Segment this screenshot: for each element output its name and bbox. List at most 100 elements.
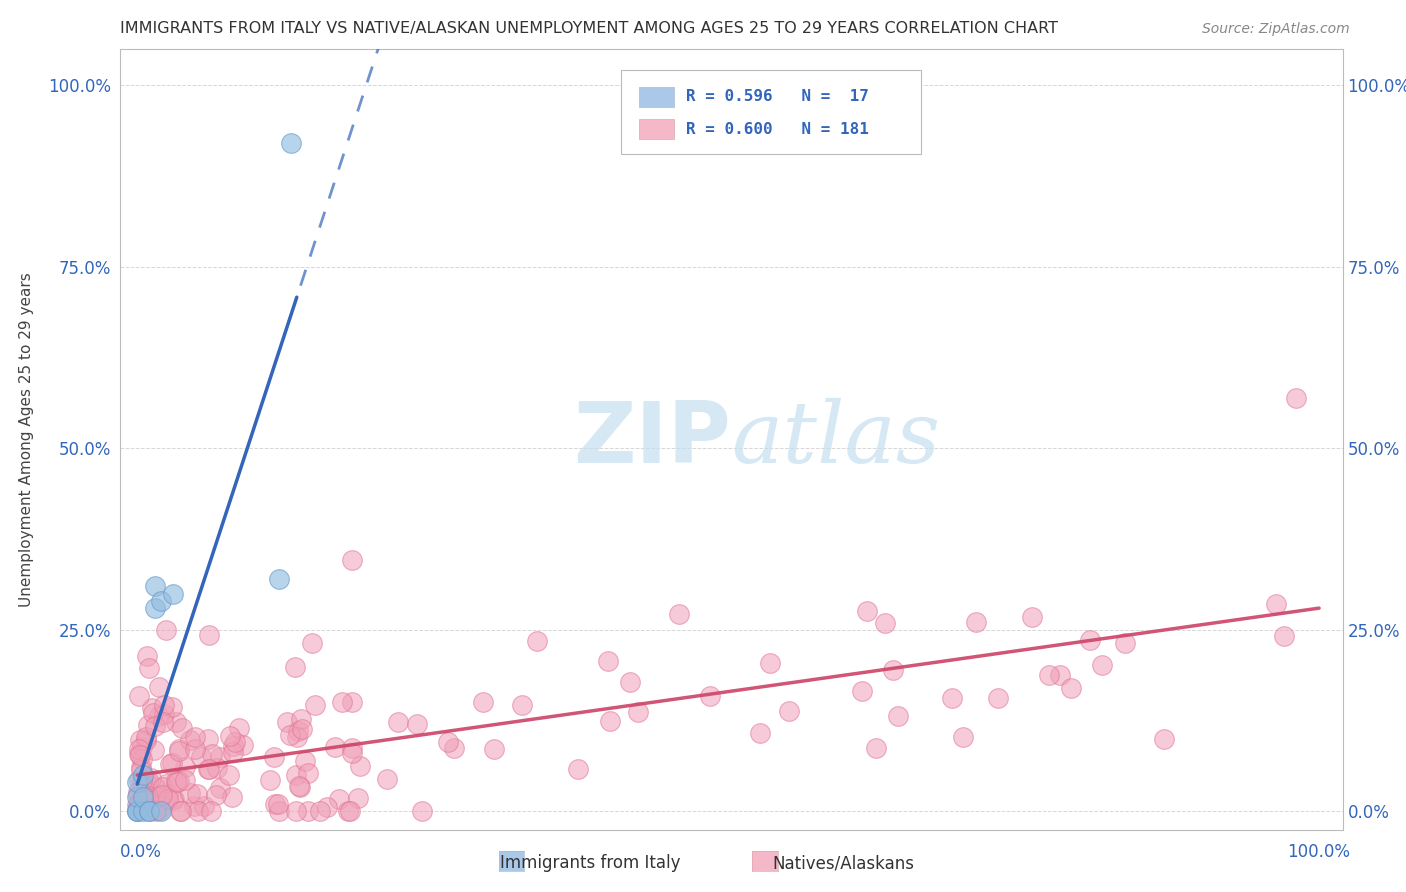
Point [131, 781, 153, 796]
Point [856, 604, 879, 618]
Point [224, 735, 246, 749]
Point [472, 695, 495, 709]
Point [129, 760, 152, 774]
Point [139, 803, 162, 817]
Point [159, 757, 181, 772]
Point [291, 722, 314, 736]
Point [482, 742, 505, 756]
Point [204, 789, 226, 803]
Point [165, 714, 187, 729]
Point [619, 675, 641, 690]
Point [149, 594, 172, 608]
Bar [640, 119, 673, 139]
Point [148, 680, 170, 694]
Point [197, 763, 219, 777]
Point [128, 742, 150, 756]
Point [179, 787, 201, 801]
Point [148, 793, 170, 807]
Text: 0.0%: 0.0% [120, 843, 162, 861]
Point [127, 785, 149, 799]
Point [284, 805, 307, 819]
Point [346, 791, 368, 805]
Point [339, 805, 361, 819]
Point [141, 700, 163, 714]
Point [323, 740, 346, 755]
Point [759, 656, 782, 670]
Point [173, 760, 195, 774]
Point [197, 762, 219, 776]
Point [222, 739, 245, 754]
Point [308, 805, 330, 819]
Point [148, 801, 170, 815]
Point [987, 690, 1010, 705]
Point [145, 804, 167, 818]
Text: R = 0.600   N = 181: R = 0.600 N = 181 [686, 121, 869, 136]
Point [197, 732, 219, 747]
Point [443, 741, 465, 756]
Point [169, 742, 191, 756]
Point [186, 788, 208, 802]
Point [152, 714, 174, 729]
Point [170, 805, 193, 819]
Point [131, 740, 153, 755]
Point [135, 772, 157, 787]
Point [155, 776, 177, 790]
Point [129, 732, 152, 747]
Point [183, 799, 205, 814]
Point [342, 746, 364, 760]
Point [135, 730, 157, 744]
Point [406, 717, 429, 731]
Point [127, 798, 149, 813]
Point [297, 805, 319, 819]
Point [128, 747, 150, 762]
Point [172, 722, 194, 736]
Point [315, 799, 337, 814]
Point [129, 764, 152, 778]
Point [143, 718, 166, 732]
Point [157, 787, 180, 801]
Point [162, 586, 184, 600]
Point [179, 732, 201, 747]
Point [232, 738, 254, 752]
Point [294, 754, 316, 768]
Point [596, 654, 619, 668]
Point [873, 616, 896, 631]
Point [143, 601, 166, 615]
Point [136, 718, 159, 732]
Point [184, 730, 207, 744]
Point [1272, 629, 1295, 643]
Point [165, 774, 187, 789]
Point [129, 747, 152, 762]
Point [287, 723, 309, 738]
Point [143, 579, 166, 593]
Point [263, 749, 285, 764]
Point [297, 766, 319, 780]
Point [276, 714, 298, 729]
Point [127, 789, 149, 804]
Point [436, 734, 458, 748]
Point [340, 553, 363, 567]
Point [142, 706, 165, 720]
Point [328, 792, 350, 806]
Point [129, 787, 152, 801]
Point [134, 788, 156, 802]
Point [221, 790, 243, 805]
Point [288, 780, 311, 794]
Point [278, 728, 301, 742]
Point [128, 796, 150, 810]
Point [153, 707, 176, 722]
Point [965, 615, 987, 629]
Point [157, 792, 180, 806]
Point [155, 623, 177, 637]
Point [131, 792, 153, 806]
Point [200, 805, 222, 819]
Point [127, 805, 149, 819]
Point [198, 628, 221, 642]
Point [152, 780, 174, 794]
Point [208, 780, 231, 795]
Point [510, 698, 533, 713]
Point [222, 746, 245, 760]
Point [134, 789, 156, 804]
Point [153, 698, 176, 713]
Point [136, 773, 159, 788]
